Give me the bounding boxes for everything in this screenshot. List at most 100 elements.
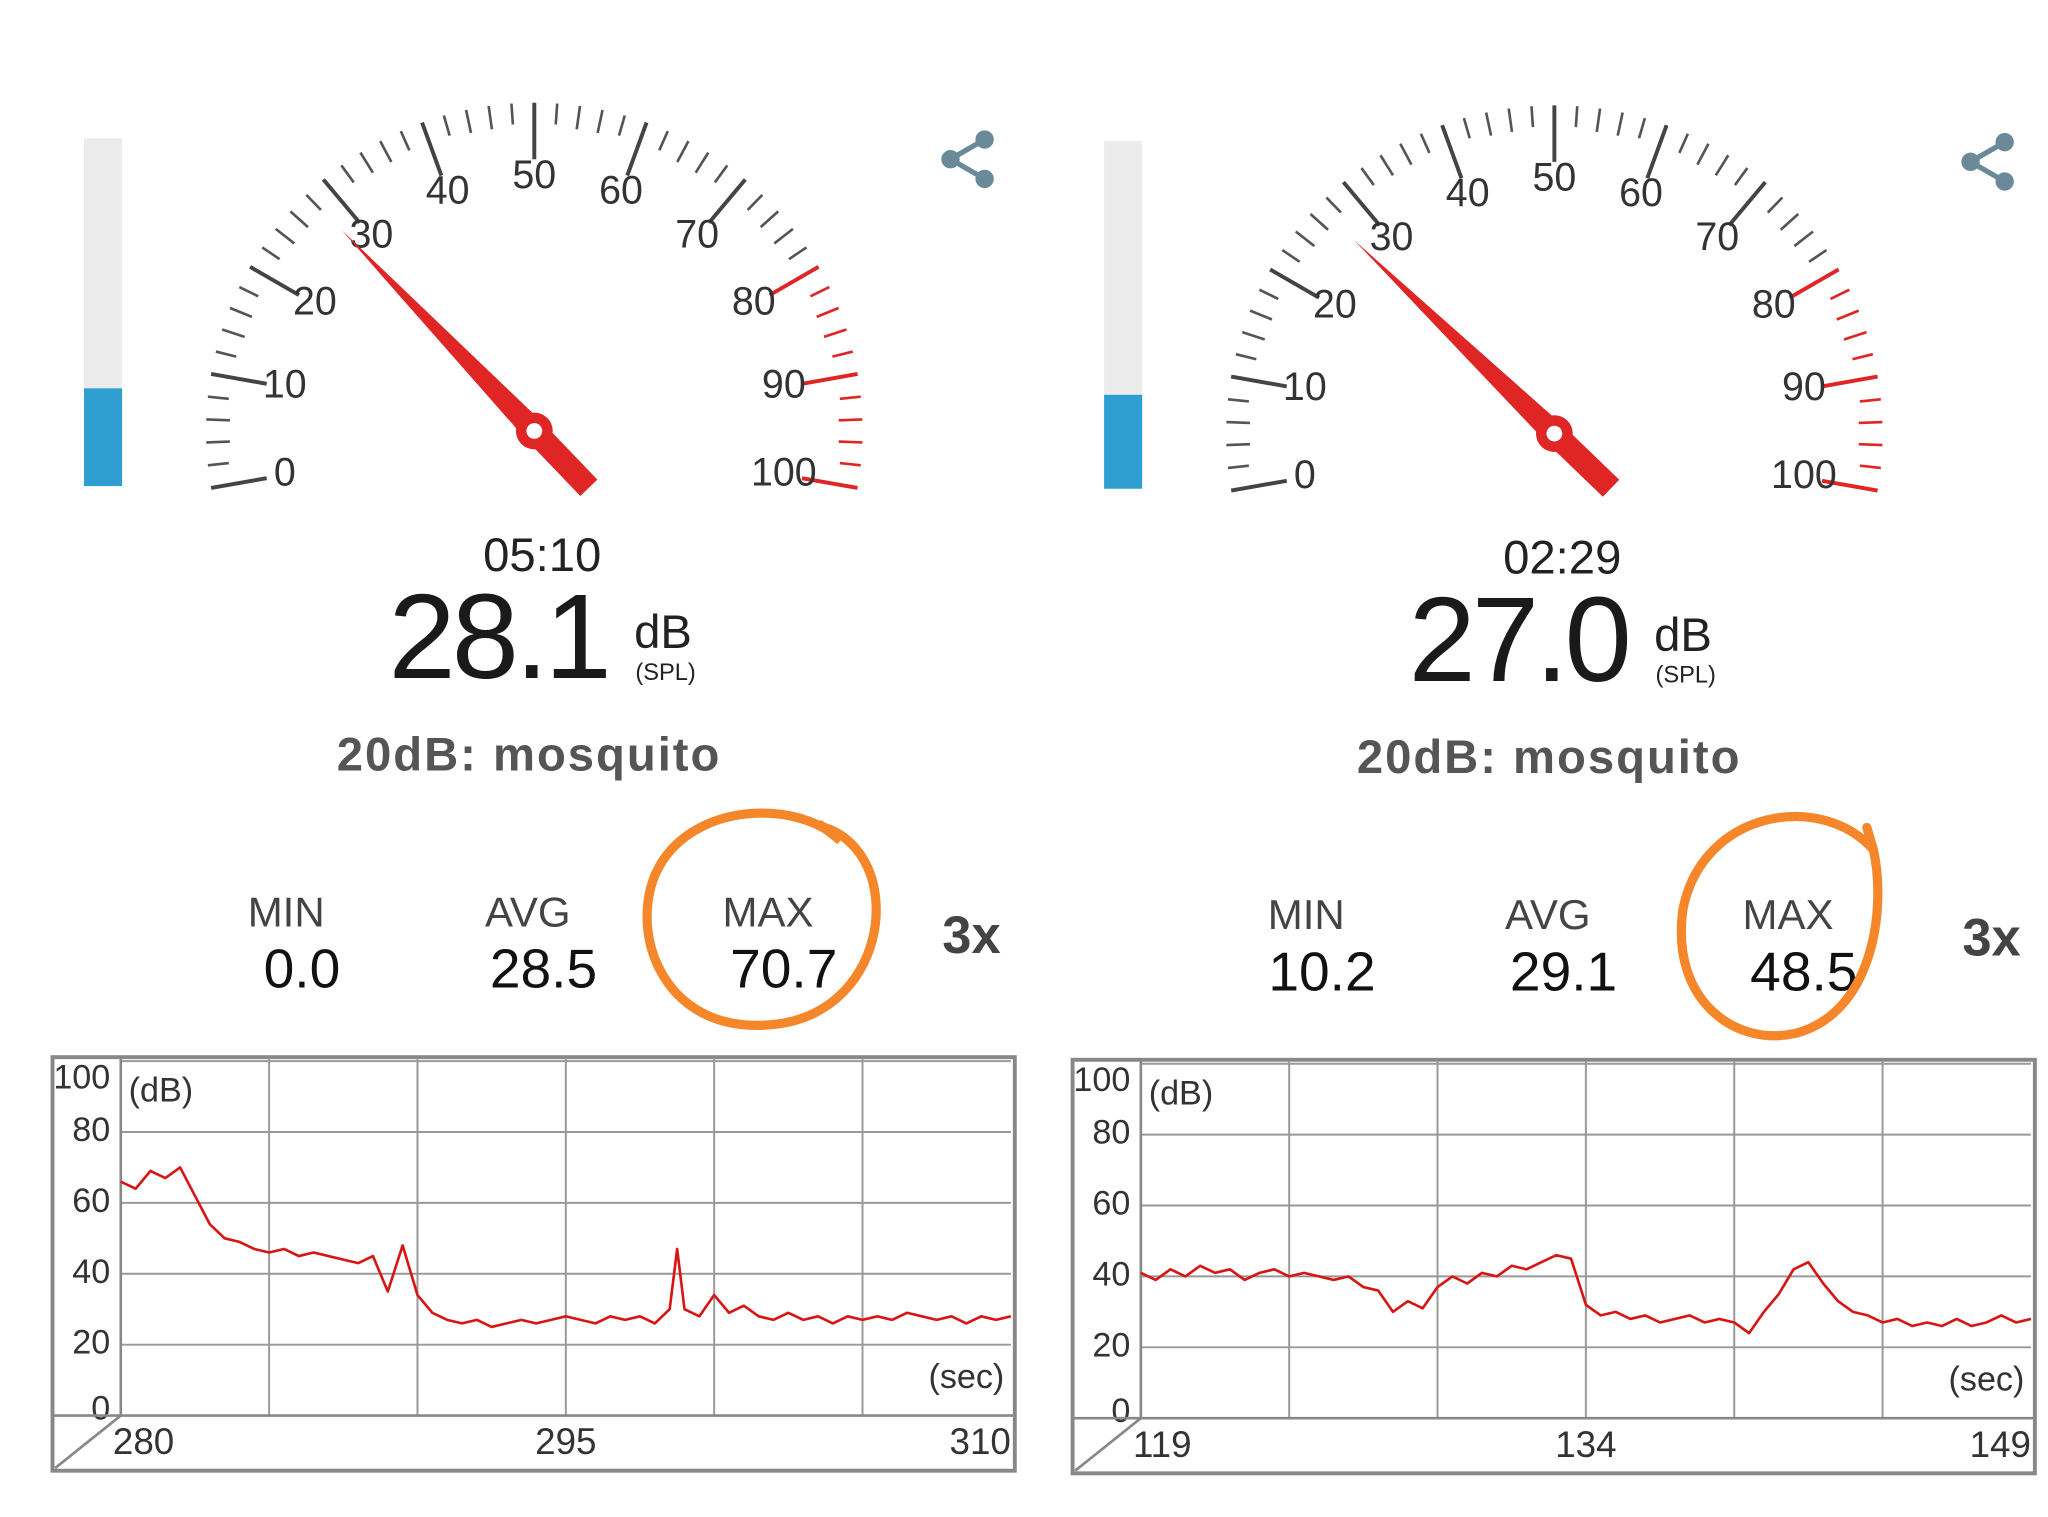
level-unit: dB	[1654, 609, 1712, 662]
gauge-minor-tick	[1249, 309, 1273, 321]
gauge-minor-tick	[1637, 117, 1647, 139]
gauge-tick	[1230, 374, 1288, 389]
gauge-tick	[210, 372, 268, 386]
gauge-minor-tick	[832, 350, 854, 358]
stat-label: MAX	[1743, 891, 1834, 938]
gauge-minor-tick	[1281, 248, 1301, 263]
gauge-minor-tick	[1714, 154, 1730, 176]
gauge-tick-label: 100	[751, 450, 817, 494]
gauge-minor-tick	[487, 105, 494, 130]
level-unit: dB	[634, 606, 692, 659]
needle-hub-dot	[526, 423, 543, 439]
stat-value: 48.5	[1750, 940, 1857, 1002]
x-tick-label: 119	[1133, 1424, 1192, 1465]
gauge-minor-tick	[839, 395, 861, 401]
gauge-needle	[1354, 240, 1620, 497]
chart-frame	[50, 1055, 1017, 1473]
gauge-minor-tick	[1793, 230, 1814, 248]
share-dot	[1995, 172, 2014, 191]
gauge-minor-tick	[1484, 112, 1493, 136]
gauge-minor-tick	[305, 193, 322, 211]
share-dot	[941, 150, 960, 169]
gauge-tick-label: 70	[1695, 215, 1739, 259]
sound-level-line	[120, 1166, 1012, 1329]
gauge-minor-tick	[399, 130, 411, 151]
gauge-tick-label: 50	[512, 153, 556, 197]
y-tick-label: 0	[91, 1389, 110, 1427]
gauge-minor-tick	[1258, 288, 1279, 301]
gauge-minor-tick	[207, 395, 229, 401]
x-tick-label: 134	[1555, 1424, 1616, 1465]
share-button[interactable]	[941, 130, 994, 189]
gauge-minor-tick	[1858, 420, 1883, 425]
y-tick-label: 60	[1092, 1185, 1130, 1223]
y-tick-label: 0	[1111, 1392, 1130, 1430]
gauge-tick	[1645, 124, 1669, 179]
chart-frame	[1070, 1057, 2037, 1476]
gauge-minor-tick	[1859, 464, 1881, 470]
share-dot	[975, 130, 994, 149]
gauge-tick-label: 40	[426, 168, 470, 212]
x-tick-label: 310	[950, 1421, 1011, 1462]
gauge-tick-label: 0	[274, 450, 296, 494]
reference-text: 20dB: mosquito	[1357, 731, 1742, 784]
gauge-minor-tick	[839, 461, 861, 467]
gauge-minor-tick	[1530, 106, 1535, 128]
gauge-minor-tick	[838, 418, 863, 422]
gauge-minor-tick	[1325, 196, 1342, 214]
share-dot	[1995, 132, 2014, 152]
gauge-minor-tick	[207, 461, 229, 467]
gauge-tick	[801, 372, 858, 386]
corner-diagonal	[54, 1414, 122, 1470]
gauge-minor-tick	[1235, 352, 1257, 361]
y-tick-label: 40	[1092, 1255, 1130, 1293]
gauge-minor-tick	[809, 285, 830, 298]
gauge-minor-tick	[206, 418, 230, 422]
share-button[interactable]	[1961, 132, 2014, 191]
speed-button[interactable]: 3x	[942, 906, 1000, 965]
gauge-tick	[1440, 124, 1464, 179]
gauge-minor-tick	[1808, 248, 1828, 263]
gauge-minor-tick	[1829, 288, 1850, 301]
level-value: 28.1	[389, 569, 608, 704]
x-axis-label: (sec)	[1949, 1360, 2025, 1398]
gauge-needle	[341, 230, 598, 496]
stat-value: 10.2	[1268, 940, 1375, 1002]
gauge-tick	[768, 265, 820, 297]
gauge-minor-tick	[658, 130, 670, 151]
gauge-minor-tick	[340, 164, 355, 184]
y-tick-label: 60	[72, 1182, 110, 1220]
gauge-minor-tick	[788, 246, 808, 261]
gauge-tick-label: 100	[1771, 453, 1837, 497]
gauge-minor-tick	[1227, 397, 1249, 403]
gauge-tick	[1269, 267, 1321, 300]
y-tick-label: 40	[72, 1253, 110, 1291]
gauge-tick-label: 80	[1752, 282, 1796, 326]
stat-label: AVG	[485, 888, 571, 935]
gauge-minor-tick	[215, 350, 237, 358]
gauge-minor-tick	[596, 109, 604, 134]
gauge-tick-label: 60	[599, 168, 643, 212]
gauge-minor-tick	[1360, 167, 1375, 186]
gauge-minor-tick	[746, 193, 764, 211]
level-unit-note: (SPL)	[1655, 663, 1715, 689]
gauge-minor-tick	[238, 285, 259, 298]
speed-button[interactable]: 3x	[1962, 909, 2020, 968]
x-tick-label: 280	[113, 1421, 174, 1462]
gauge-tick-label: 20	[293, 280, 337, 324]
gauge-tick-label: 30	[1370, 215, 1414, 259]
stat-label: MAX	[722, 888, 813, 935]
gauge-minor-tick	[1226, 420, 1251, 425]
gauge-tick-label: 90	[1782, 365, 1826, 409]
elapsed-time: 02:29	[1503, 531, 1621, 584]
stat-label: MIN	[1268, 891, 1345, 938]
gauge-tick	[420, 121, 444, 177]
stat-value: 29.1	[1510, 940, 1617, 1002]
needle-hub-dot	[1546, 425, 1563, 442]
elapsed-time: 05:10	[483, 529, 601, 582]
gauge-minor-tick	[713, 164, 729, 184]
gauge-minor-tick	[359, 151, 375, 174]
y-tick-label: 80	[72, 1111, 110, 1149]
gauge-minor-tick	[1779, 212, 1800, 231]
